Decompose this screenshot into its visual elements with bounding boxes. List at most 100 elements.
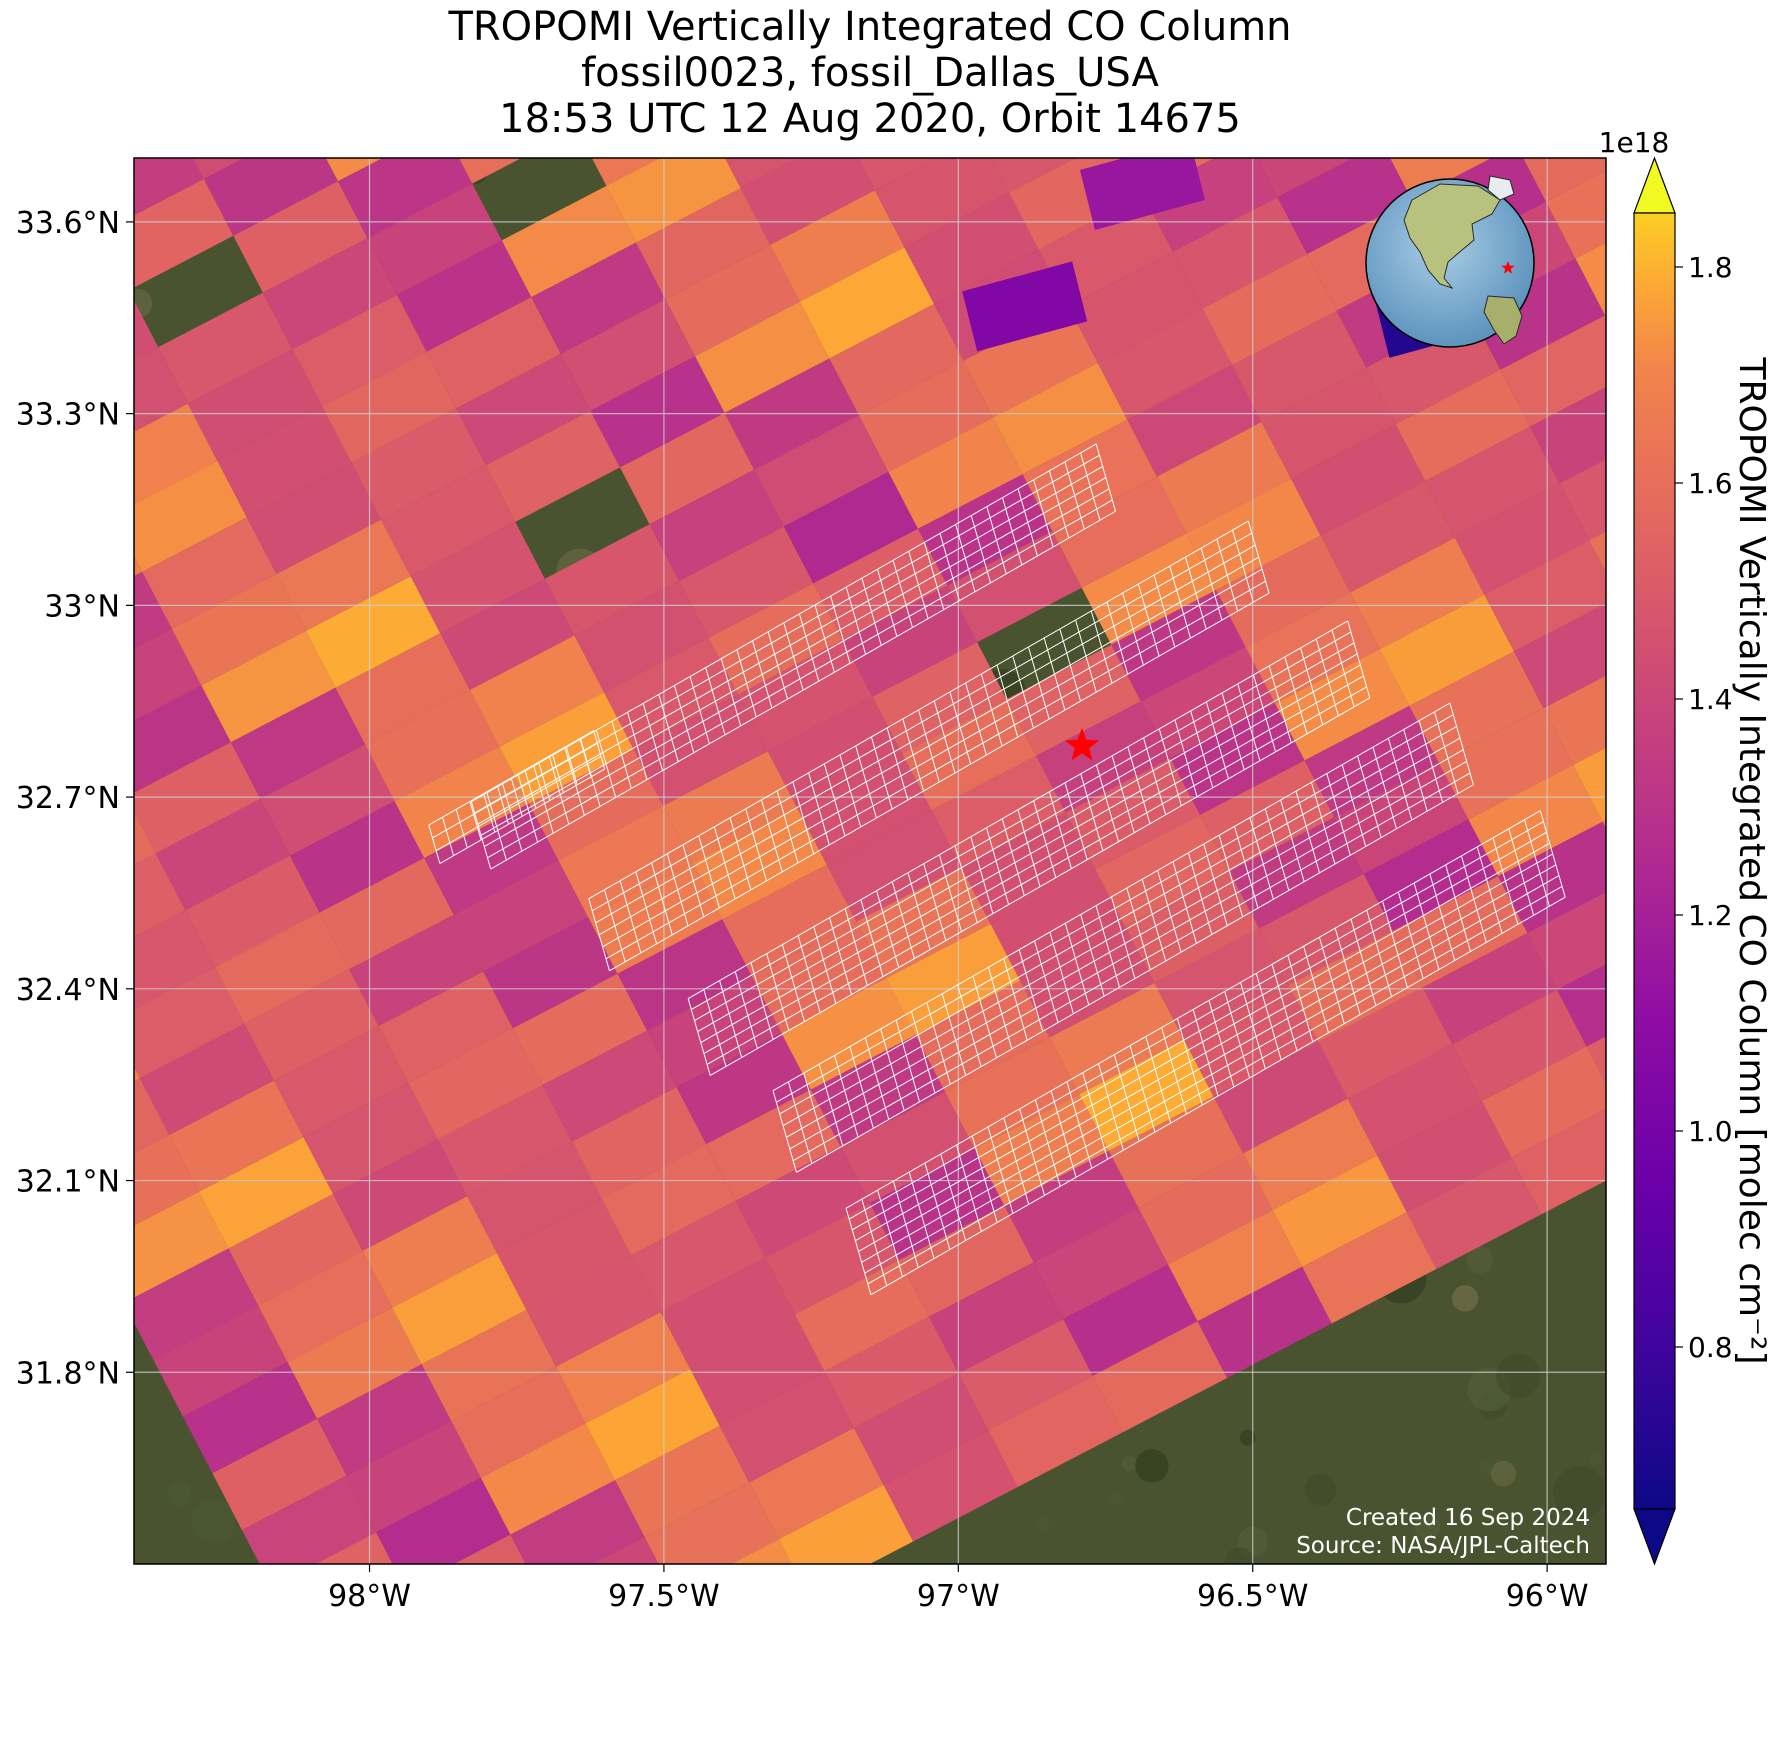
footprint-line: [1280, 799, 1305, 882]
co-pixel: [1454, 483, 1590, 595]
co-pixel: [287, 1307, 422, 1419]
footprint-line: [1143, 737, 1167, 815]
co-pixel: [574, 581, 709, 693]
co-pixel: [185, 855, 320, 967]
co-pixel: [0, 458, 113, 569]
footprint-line: [598, 556, 1259, 936]
footprint-line: [895, 1020, 921, 1102]
co-pixel: [990, 869, 1125, 981]
footprint-line: [938, 854, 962, 932]
target-footprint-grids: [428, 443, 1566, 1296]
footprint-line: [1033, 800, 1057, 878]
co-pixel: [1259, 873, 1394, 986]
footprint-line: [1018, 949, 1044, 1032]
footprint-line: [813, 926, 837, 1004]
footprint-line: [910, 1011, 936, 1094]
co-pixel: [690, 1314, 825, 1426]
co-pixel: [1680, 150, 1788, 261]
co-pixel: [1452, 989, 1587, 1101]
co-pixel: [1651, 93, 1785, 204]
co-pixel: [1589, 531, 1606, 573]
co-pixel: [1511, 1108, 1606, 1215]
footprint-line: [867, 885, 1563, 1285]
co-pixel: [1782, 602, 1788, 713]
co-pixel: [526, 1255, 661, 1367]
co-pixel: [325, 158, 383, 182]
co-pixel: [631, 1200, 766, 1313]
co-pixel: [1092, 1321, 1228, 1433]
footprint-line: [852, 831, 1547, 1231]
co-pixel: [306, 576, 441, 688]
co-pixel: [158, 292, 293, 404]
co-pixel: [421, 1309, 556, 1422]
co-pixel: [858, 360, 994, 472]
co-pixel: [1530, 387, 1606, 484]
footprint-line: [1234, 826, 1259, 909]
footprint-line: [1190, 710, 1214, 788]
footprint-line: [609, 592, 1270, 972]
footprint-line: [1110, 896, 1136, 979]
co-pixel: [1457, 0, 1591, 88]
co-pixel: [182, 1362, 318, 1474]
co-pixel: [931, 755, 1066, 868]
colorbar-ticks: 0.8 1.0 1.2 1.4 1.6 1.8: [1675, 251, 1733, 1364]
co-pixel: [1108, 1096, 1244, 1208]
co-pixel: [799, 247, 934, 359]
footprint-line: [687, 998, 711, 1076]
footprint-line: [1326, 773, 1351, 856]
footprint-line: [496, 785, 509, 825]
footprint-line: [551, 754, 564, 793]
co-pixel: [974, 1094, 1109, 1206]
co-pixel: [1168, 1210, 1303, 1322]
co-pixel: [558, 805, 693, 917]
footprint-line: [1064, 923, 1090, 1006]
footprint-strip: [845, 810, 1566, 1296]
footprint-line: [694, 642, 1355, 1021]
co-pixel: [1033, 1207, 1168, 1319]
co-pixel: [1484, 540, 1606, 652]
co-pixel: [134, 910, 215, 1010]
co-pixel: [453, 1534, 526, 1564]
co-pixel: [279, 13, 413, 124]
co-pixel: [228, 1194, 363, 1306]
footprint-line: [1403, 729, 1428, 812]
co-pixel: [633, 694, 768, 806]
co-pixel: [145, 11, 279, 122]
co-pixel: [233, 181, 368, 293]
x-tick-label: 98°W: [328, 1579, 411, 1614]
footprint-line: [1237, 683, 1261, 761]
co-pixel: [1245, 592, 1380, 704]
footprint-line: [700, 664, 1361, 1043]
co-pixel: [1186, 478, 1321, 591]
footprint-line: [1158, 728, 1182, 806]
co-pixel: [1363, 819, 1498, 931]
co-pixel: [437, 1085, 572, 1197]
co-pixel: [501, 185, 636, 298]
co-pixel: [510, 1480, 645, 1564]
co-pixel: [0, 0, 115, 63]
footprint-line: [797, 935, 821, 1013]
colorbar-body: [1633, 212, 1676, 1510]
co-pixel: [1377, 1101, 1512, 1213]
co-pixel: [10, 9, 144, 120]
footprint-line: [734, 971, 758, 1049]
co-pixel: [1022, 419, 1157, 531]
co-pixel: [1592, 0, 1726, 91]
colorbar-label: TROPOMI Vertically Integrated CO Column …: [1731, 356, 1772, 1364]
co-pixel: [453, 860, 588, 972]
co-pixel: [397, 240, 532, 352]
footprint-line: [1187, 852, 1213, 935]
footprint-line: [602, 568, 1263, 948]
co-pixel: [591, 158, 660, 186]
co-pixel: [242, 1475, 377, 1564]
footprint-line: [439, 768, 605, 864]
footprint-line: [524, 769, 537, 809]
co-pixel: [0, 7, 10, 118]
co-pixel: [588, 862, 723, 974]
co-pixel: [886, 923, 1021, 1036]
co-pixel: [1140, 646, 1276, 759]
co-pixel: [435, 1591, 569, 1702]
colorbar-multiplier: 1e18: [1599, 126, 1670, 159]
